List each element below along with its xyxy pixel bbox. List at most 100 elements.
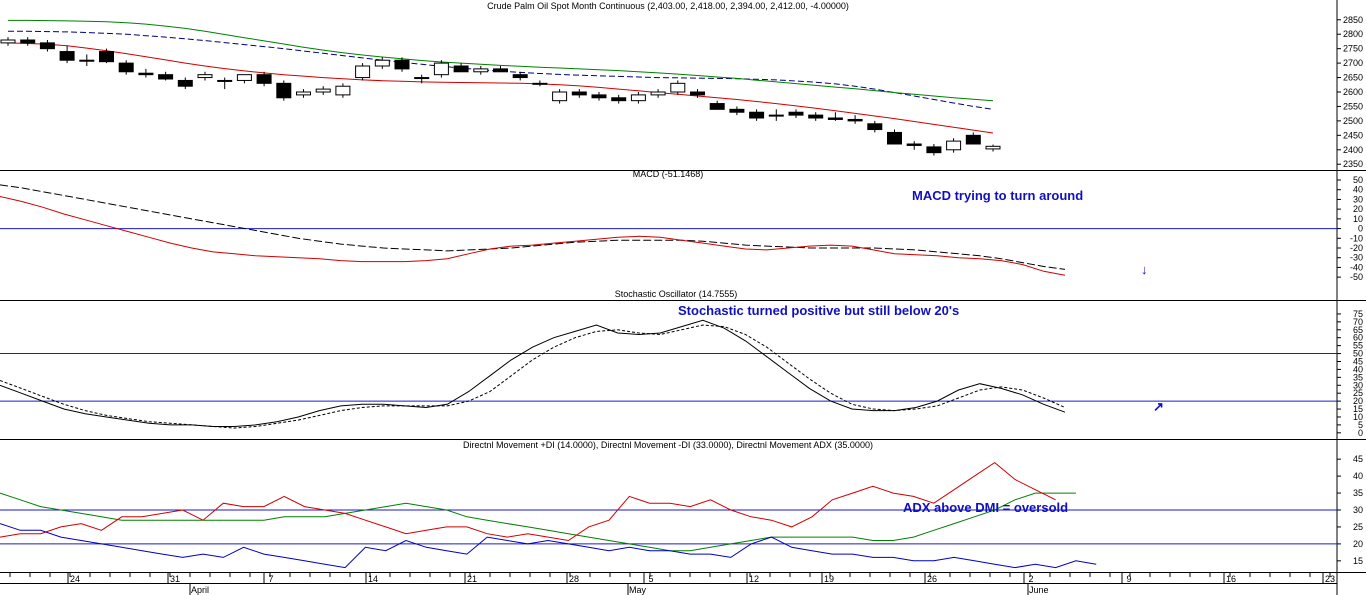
- y-tick-label: 2800: [1343, 29, 1363, 39]
- candle: [827, 112, 843, 121]
- y-tick-label: 35: [1353, 488, 1363, 498]
- x-day-label: 26: [927, 574, 937, 584]
- candle: [532, 80, 548, 87]
- candle-body: [493, 68, 508, 73]
- candle: [493, 66, 508, 73]
- candle: [985, 144, 1001, 152]
- candle: [276, 80, 292, 101]
- x-day-label: 7: [268, 574, 273, 584]
- candle-body: [394, 59, 410, 70]
- y-tick-label: 55: [1353, 341, 1363, 351]
- candle-body: [709, 103, 725, 110]
- dmi-title: Directnl Movement +DI (14.0000), Directn…: [463, 440, 873, 450]
- candle: [138, 68, 154, 78]
- candle-body: [374, 59, 390, 67]
- macd-line: [0, 196, 1066, 276]
- y-tick-label: 10: [1353, 214, 1363, 224]
- y-tick-label: 25: [1353, 388, 1363, 398]
- candle: [630, 92, 646, 104]
- candle-body: [749, 111, 765, 119]
- candle-body: [236, 74, 252, 81]
- macd-signal-line: [0, 184, 1066, 270]
- candle: [197, 71, 213, 81]
- candle-body: [690, 91, 705, 96]
- candle-body: [571, 91, 587, 96]
- candle-body: [808, 114, 824, 119]
- candle-body: [296, 91, 311, 96]
- candle: [749, 109, 765, 121]
- y-tick-label: 2450: [1343, 130, 1363, 140]
- x-month-label: April: [191, 585, 209, 595]
- candle-body: [827, 117, 843, 120]
- y-tick-label: 5: [1358, 420, 1363, 430]
- candle: [906, 141, 922, 150]
- candle: [433, 60, 449, 78]
- candle-body: [0, 39, 16, 44]
- y-tick-label: 45: [1353, 454, 1363, 464]
- x-day-label: 9: [1126, 574, 1131, 584]
- candle: [690, 89, 705, 98]
- plus-di-line: [0, 523, 1097, 569]
- candle-body: [39, 42, 55, 50]
- y-tick-label: -40: [1350, 262, 1363, 272]
- candle-body: [965, 134, 981, 145]
- macd-arrow-annotation: ↓: [1141, 262, 1148, 277]
- macd-annotation: MACD trying to turn around: [912, 188, 1083, 203]
- candle: [788, 109, 804, 118]
- stochastic-k-line: [0, 319, 1066, 427]
- candle-body: [79, 59, 95, 62]
- candle-body: [433, 62, 449, 76]
- candle-body: [20, 39, 36, 44]
- y-tick-label: 75: [1353, 309, 1363, 319]
- dmi-annotation: ADX above DMI = oversold: [903, 500, 1068, 515]
- x-month-label: May: [629, 585, 647, 595]
- y-tick-label: 2700: [1343, 58, 1363, 68]
- candle: [946, 138, 962, 153]
- candle: [118, 60, 134, 75]
- candle-body: [197, 74, 213, 79]
- candle: [217, 77, 233, 90]
- candle: [99, 48, 114, 64]
- y-tick-label: 40: [1353, 185, 1363, 195]
- candle-body: [926, 146, 942, 154]
- candle-body: [355, 65, 371, 79]
- candle-body: [177, 79, 193, 87]
- y-tick-label: -30: [1350, 253, 1363, 263]
- candle-body: [768, 114, 784, 117]
- x-day-label: 14: [368, 574, 378, 584]
- y-tick-label: 2650: [1343, 73, 1363, 83]
- candle: [887, 129, 902, 145]
- x-day-label: 12: [749, 574, 759, 584]
- stochastic-d-line: [0, 324, 1066, 429]
- x-day-label: 28: [569, 574, 579, 584]
- y-tick-label: 20: [1353, 539, 1363, 549]
- candle-body: [985, 145, 1001, 150]
- candle: [552, 89, 568, 104]
- candle: [414, 74, 430, 84]
- stochastic-title: Stochastic Oscillator (14.7555): [615, 289, 738, 299]
- candle-body: [335, 85, 351, 96]
- y-tick-label: 15: [1353, 556, 1363, 566]
- moving-average-3: [7, 42, 994, 134]
- price-chart-title: Crude Palm Oil Spot Month Continuous (2,…: [487, 1, 849, 11]
- y-tick-label: 30: [1353, 380, 1363, 390]
- candle: [965, 132, 981, 145]
- y-tick-label: 70: [1353, 317, 1363, 327]
- candle-body: [906, 143, 922, 146]
- candle-body: [453, 65, 469, 73]
- y-tick-label: 10: [1353, 412, 1363, 422]
- x-day-label: 19: [824, 574, 834, 584]
- y-tick-label: 2350: [1343, 159, 1363, 169]
- y-tick-label: 2850: [1343, 15, 1363, 25]
- y-tick-label: 2400: [1343, 145, 1363, 155]
- candle-body: [315, 88, 331, 93]
- x-day-label: 23: [1325, 574, 1335, 584]
- y-tick-label: 65: [1353, 325, 1363, 335]
- candle: [512, 71, 528, 81]
- candle: [650, 89, 666, 98]
- candle: [571, 89, 587, 98]
- candle-body: [552, 91, 568, 102]
- x-day-label: 5: [648, 574, 653, 584]
- candle: [670, 80, 686, 95]
